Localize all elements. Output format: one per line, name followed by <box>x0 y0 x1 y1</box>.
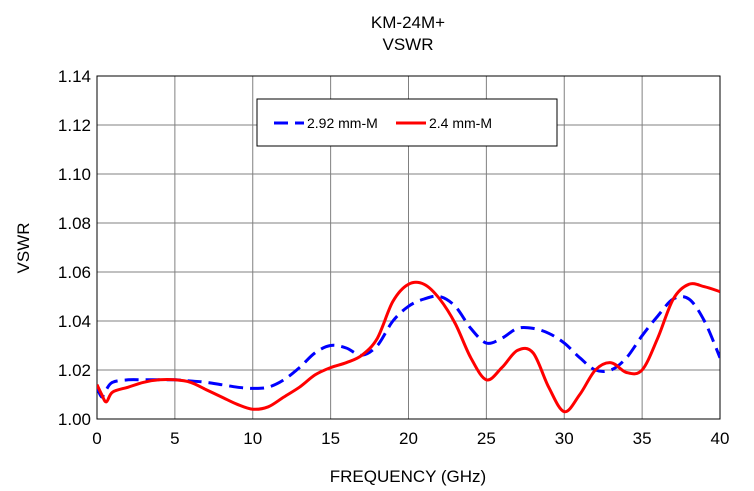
y-tick-labels: 1.00 1.02 1.04 1.06 1.08 1.10 1.12 1.14 <box>58 67 91 429</box>
y-tick-label: 1.06 <box>58 263 91 282</box>
y-tick-label: 1.08 <box>58 214 91 233</box>
data-series <box>97 280 720 414</box>
legend-label-2-4mm: 2.4 mm-M <box>429 115 492 131</box>
y-axis-title: VSWR <box>14 223 33 274</box>
x-tick-labels: 0 5 10 15 20 25 30 35 40 <box>92 429 729 448</box>
x-tick-label: 5 <box>170 429 179 448</box>
plot-frame <box>96 75 721 420</box>
x-tick-label: 15 <box>321 429 340 448</box>
x-tick-label: 25 <box>477 429 496 448</box>
y-tick-label: 1.02 <box>58 361 91 380</box>
x-tick-label: 30 <box>555 429 574 448</box>
x-tick-label: 0 <box>92 429 101 448</box>
x-tick-label: 35 <box>633 429 652 448</box>
x-axis-title: FREQUENCY (GHz) <box>330 467 486 486</box>
y-tick-label: 1.10 <box>58 165 91 184</box>
x-tick-label: 10 <box>243 429 262 448</box>
chart-title-line-2: VSWR <box>383 35 434 54</box>
y-tick-label: 1.12 <box>58 116 91 135</box>
y-tick-label: 1.04 <box>58 312 91 331</box>
y-tick-label: 1.14 <box>58 67 91 86</box>
x-tick-label: 20 <box>399 429 418 448</box>
series-line-1 <box>97 280 720 414</box>
chart-title-line-1: KM-24M+ <box>371 13 445 32</box>
x-tick-label: 40 <box>711 429 730 448</box>
y-tick-label: 1.00 <box>58 410 91 429</box>
legend: 2.92 mm-M 2.4 mm-M <box>256 98 558 147</box>
legend-label-2-92mm: 2.92 mm-M <box>307 115 378 131</box>
